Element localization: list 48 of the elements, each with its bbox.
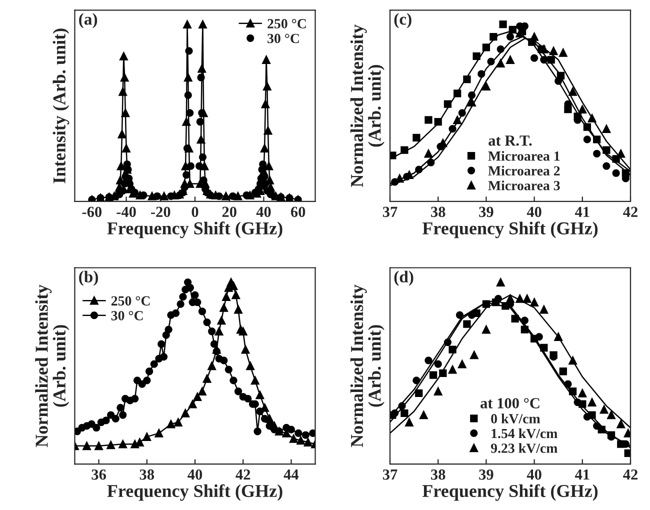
y-axis-title: Normalized Intensity (Arb. unit) [350, 24, 384, 187]
y-axis-title: Normalized Intensity (Arb. unit) [35, 284, 70, 448]
x-tick-label: 39 [479, 469, 494, 480]
x-axis-title: Frequency Shift (GHz) [107, 484, 282, 501]
x-tick-label: -60 [82, 206, 102, 218]
legend-label: 9.23 kV/cm [490, 443, 558, 454]
x-tick-label: 39 [479, 206, 494, 218]
x-tick-label: 37 [382, 206, 398, 218]
legend-title: at R.T. [488, 136, 532, 146]
legend-label: 1.54 kV/cm [492, 428, 558, 438]
legend-label: 30 °C [111, 310, 143, 320]
x-axis-title: Frequency Shift (GHz) [422, 484, 598, 501]
x-tick-label: 42 [623, 206, 638, 217]
annotation: (a) [79, 13, 98, 28]
y-axis-title: Normalized Intensity (Arb. unit) [350, 284, 384, 448]
x-tick-label: 42 [623, 469, 638, 480]
x-tick-label: 37 [382, 469, 398, 480]
x-tick-label: -40 [116, 206, 136, 218]
legend-label: Microarea 1 [488, 150, 560, 161]
legend-label: 250 °C [268, 19, 306, 28]
legend-label: Microarea 2 [488, 166, 560, 176]
x-tick-label: 40 [188, 469, 202, 480]
annotation: (c) [394, 13, 412, 28]
x-tick-label: 36 [92, 469, 106, 480]
x-tick-label: 20 [222, 206, 236, 218]
legend-label: Microarea 3 [488, 180, 560, 190]
annotation: (d) [394, 270, 414, 286]
x-tick-label: 42 [236, 469, 250, 480]
y-axis-title: Intensity (Arb. unit) [52, 28, 70, 184]
x-tick-label: 0 [192, 206, 198, 218]
x-tick-label: 44 [284, 470, 299, 480]
x-tick-label: 40 [256, 206, 271, 218]
legend-title: at 100 °C [480, 398, 540, 408]
x-axis-title: Frequency Shift (GHz) [422, 222, 598, 238]
x-tick-label: 60 [290, 206, 306, 218]
x-tick-label: 41 [574, 206, 590, 217]
legend-label: 30 °C [268, 34, 299, 44]
x-tick-label: 38 [431, 469, 446, 480]
x-tick-label: -20 [151, 206, 170, 218]
x-tick-label: 40 [526, 206, 542, 218]
annotation: (b) [79, 270, 98, 286]
x-tick-label: 41 [574, 469, 590, 480]
x-tick-label: 38 [431, 206, 446, 218]
x-tick-label: 38 [140, 469, 154, 480]
legend-label: 250 °C [111, 296, 150, 306]
x-tick-label: 40 [526, 469, 542, 480]
x-axis-title: Frequency Shift (GHz) [107, 222, 282, 238]
legend-label: 0 kV/cm [491, 414, 540, 424]
